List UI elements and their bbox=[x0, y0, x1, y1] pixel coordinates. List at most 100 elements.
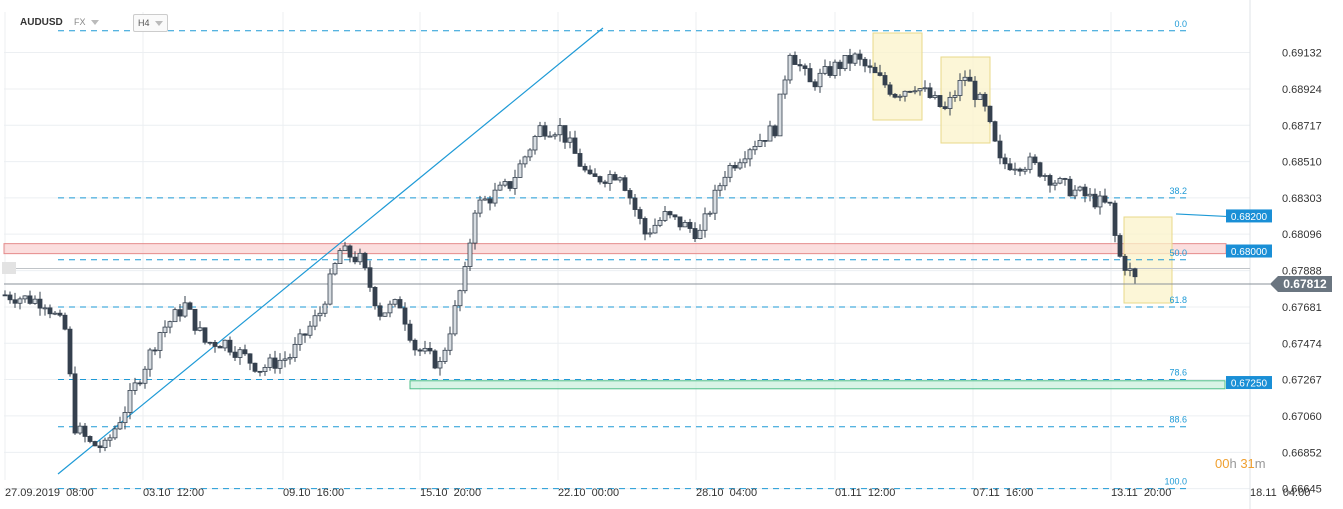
candle-body bbox=[42, 307, 48, 310]
candle bbox=[317, 306, 323, 322]
candle bbox=[1117, 233, 1123, 258]
candle bbox=[642, 216, 648, 241]
candle bbox=[52, 310, 58, 316]
candle bbox=[947, 91, 953, 116]
candle-body bbox=[262, 367, 268, 372]
candle bbox=[672, 214, 678, 221]
candle-body bbox=[487, 198, 493, 204]
candle bbox=[847, 48, 853, 71]
candle-body bbox=[152, 349, 158, 352]
candle bbox=[222, 339, 228, 352]
candle bbox=[1127, 262, 1133, 277]
candle-body bbox=[727, 165, 733, 178]
candle bbox=[197, 321, 203, 332]
candle bbox=[562, 125, 568, 149]
price-tag bbox=[1226, 244, 1272, 258]
candle-body bbox=[682, 222, 688, 228]
candle bbox=[792, 51, 798, 65]
candle bbox=[587, 165, 593, 175]
candle-body bbox=[652, 224, 658, 234]
candle-body bbox=[327, 273, 333, 305]
candle bbox=[982, 92, 988, 112]
candle-body bbox=[1122, 255, 1128, 271]
candle-body bbox=[577, 153, 583, 167]
candle bbox=[82, 422, 88, 443]
candle bbox=[352, 251, 358, 265]
candle-body bbox=[157, 332, 163, 351]
candle bbox=[542, 121, 548, 140]
candle bbox=[997, 134, 1003, 165]
candle-body bbox=[192, 308, 198, 331]
candle bbox=[207, 341, 213, 346]
candle-body bbox=[632, 197, 638, 210]
candle bbox=[7, 291, 13, 304]
candle bbox=[467, 238, 473, 271]
candle-body bbox=[747, 149, 753, 160]
candle bbox=[62, 312, 68, 331]
candle bbox=[487, 195, 493, 211]
candle bbox=[482, 195, 488, 201]
timeframe-selector[interactable]: H4 bbox=[133, 14, 168, 32]
candle-body bbox=[1062, 178, 1068, 180]
candle-body bbox=[1117, 235, 1123, 257]
candle-body bbox=[102, 439, 108, 449]
candle bbox=[22, 295, 28, 303]
scale-handle[interactable] bbox=[2, 262, 16, 274]
candle bbox=[312, 309, 318, 331]
candle-body bbox=[402, 307, 408, 325]
candle bbox=[392, 298, 398, 308]
candle bbox=[97, 440, 103, 453]
candle-body bbox=[602, 181, 608, 184]
candle-body bbox=[677, 216, 683, 228]
candle-body bbox=[927, 87, 933, 98]
candle-body bbox=[797, 64, 803, 67]
candle bbox=[942, 101, 948, 111]
candle-body bbox=[907, 90, 913, 93]
candle bbox=[812, 79, 818, 91]
candle bbox=[292, 337, 298, 362]
candle-body bbox=[292, 343, 298, 358]
candle bbox=[462, 261, 468, 294]
y-axis-tick-label: 0.67681 bbox=[1282, 302, 1322, 314]
price-tag-label: 0.68200 bbox=[1231, 212, 1268, 223]
symbol-label[interactable]: AUDUSD bbox=[20, 16, 63, 28]
trend-line bbox=[57, 27, 604, 475]
candle-body bbox=[1027, 156, 1033, 170]
candle-body bbox=[742, 158, 748, 164]
candle-body bbox=[512, 177, 518, 189]
candle-body bbox=[112, 428, 118, 439]
candle bbox=[347, 244, 353, 263]
candle-body bbox=[937, 95, 943, 108]
chevron-down-icon[interactable] bbox=[90, 19, 99, 25]
candle bbox=[427, 342, 433, 355]
candle-body bbox=[177, 309, 183, 317]
candle bbox=[777, 93, 783, 137]
candle-body bbox=[62, 314, 68, 330]
candle bbox=[1122, 253, 1128, 276]
candle bbox=[1092, 188, 1098, 210]
candle-body bbox=[872, 66, 878, 74]
x-axis-tick-label: 03.10 12:00 bbox=[143, 487, 204, 499]
candle bbox=[852, 52, 858, 66]
candle-body bbox=[902, 90, 908, 97]
candle bbox=[302, 333, 308, 343]
candle bbox=[882, 72, 888, 88]
x-axis-tick-label: 27.09.2019 08:00 bbox=[5, 487, 94, 499]
candle bbox=[657, 217, 663, 228]
candle-body bbox=[757, 140, 763, 147]
candle bbox=[382, 312, 388, 317]
candle bbox=[237, 347, 243, 365]
candle bbox=[737, 158, 743, 170]
candle-body bbox=[962, 76, 968, 81]
candle-body bbox=[912, 90, 918, 93]
candle bbox=[887, 82, 893, 97]
candle bbox=[962, 70, 968, 87]
candle bbox=[242, 344, 248, 356]
candle bbox=[152, 347, 158, 356]
candle-body bbox=[232, 351, 238, 358]
candle bbox=[747, 147, 753, 167]
candle-body bbox=[662, 211, 668, 221]
candle-body bbox=[622, 177, 628, 191]
candle-body bbox=[307, 325, 313, 336]
